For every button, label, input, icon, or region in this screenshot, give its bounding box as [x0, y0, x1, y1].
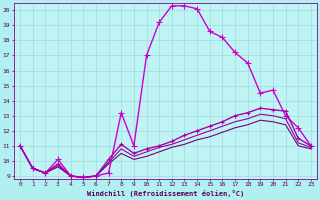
X-axis label: Windchill (Refroidissement éolien,°C): Windchill (Refroidissement éolien,°C) — [87, 190, 244, 197]
